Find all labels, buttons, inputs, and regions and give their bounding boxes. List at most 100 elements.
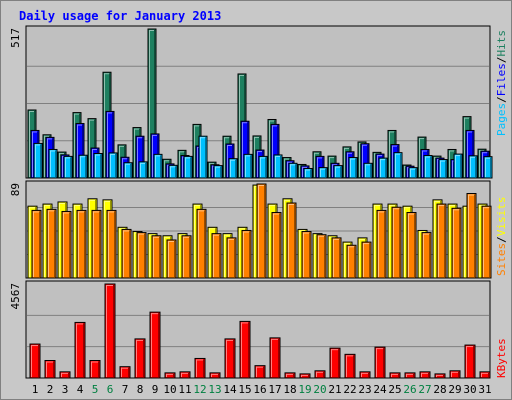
pages-bar xyxy=(438,159,448,179)
x-tick-label: 26 xyxy=(403,383,416,396)
pages-bar xyxy=(378,157,388,179)
y-max-label: 89 xyxy=(9,183,22,196)
x-tick-label: 10 xyxy=(163,383,176,396)
sites-bar xyxy=(406,212,417,279)
legend-top: Pages/Files/Hits xyxy=(495,30,508,136)
x-tick-label: 31 xyxy=(478,383,491,396)
pages-bar xyxy=(153,153,163,179)
legend-sites: Sites xyxy=(495,243,508,276)
pages-bar xyxy=(318,167,328,179)
x-tick-label: 6 xyxy=(107,383,114,396)
pages-bar xyxy=(48,148,58,179)
x-tick-label: 11 xyxy=(178,383,191,396)
pages-bar xyxy=(258,155,268,179)
pages-bar xyxy=(453,153,463,179)
sites-bar xyxy=(226,237,237,279)
kbytes-bar xyxy=(329,347,341,379)
kbytes-bar xyxy=(359,371,371,379)
kbytes-bar xyxy=(479,371,491,379)
x-tick-label: 23 xyxy=(358,383,371,396)
kbytes-bar xyxy=(209,372,221,379)
x-tick-label: 18 xyxy=(283,383,296,396)
sites-bar xyxy=(271,212,282,279)
sites-bar xyxy=(151,235,162,279)
x-tick-label: 30 xyxy=(463,383,476,396)
pages-bar xyxy=(33,142,43,179)
sites-bar xyxy=(391,206,402,279)
kbytes-bar xyxy=(179,371,191,379)
x-tick-label: 14 xyxy=(223,383,237,396)
pages-bar xyxy=(168,164,178,179)
legend-hits: Hits xyxy=(495,30,508,57)
sites-bar xyxy=(466,193,477,279)
x-tick-label: 12 xyxy=(193,383,206,396)
kbytes-bar xyxy=(119,366,131,379)
pages-bar xyxy=(243,153,253,179)
pages-bar xyxy=(123,162,133,179)
y-max-label: 517 xyxy=(9,28,22,48)
sites-bar xyxy=(136,232,147,279)
legend-files: Files xyxy=(495,63,508,96)
sites-bar xyxy=(211,233,222,279)
sites-bar xyxy=(421,232,432,279)
legend-visits: Visits xyxy=(495,197,508,237)
x-tick-label: 13 xyxy=(208,383,221,396)
x-tick-label: 2 xyxy=(47,383,54,396)
pages-bar xyxy=(303,167,313,179)
pages-bar xyxy=(363,162,373,179)
pages-bar xyxy=(138,161,148,179)
pages-bar xyxy=(333,165,343,179)
pages-bar xyxy=(183,155,193,179)
x-tick-label: 27 xyxy=(418,383,431,396)
pages-bar xyxy=(213,165,223,179)
pages-bar xyxy=(348,157,358,179)
pages-bar xyxy=(108,152,118,179)
sites-bar xyxy=(436,203,447,279)
panel-bottom: 4567 xyxy=(9,280,491,379)
kbytes-bar xyxy=(464,344,476,379)
x-tick-label: 19 xyxy=(298,383,311,396)
kbytes-bar xyxy=(239,320,251,379)
x-tick-label: 7 xyxy=(122,383,129,396)
x-tick-label: 25 xyxy=(388,383,401,396)
x-tick-label: 17 xyxy=(268,383,281,396)
pages-bar xyxy=(423,155,433,179)
legend-separator: / xyxy=(495,57,508,64)
sites-bar xyxy=(286,202,297,279)
sites-bar xyxy=(316,234,327,279)
x-tick-label: 1 xyxy=(32,383,39,396)
kbytes-bar xyxy=(194,357,206,379)
sites-bar xyxy=(256,183,267,279)
x-tick-label: 16 xyxy=(253,383,266,396)
kbytes-bar xyxy=(344,353,356,379)
kbytes-bar xyxy=(164,372,176,379)
kbytes-bar xyxy=(44,360,56,379)
pages-bar xyxy=(288,162,298,179)
x-tick-label: 4 xyxy=(77,383,84,396)
kbytes-bar xyxy=(29,343,41,379)
pages-bar xyxy=(468,155,478,179)
x-tick-label: 20 xyxy=(313,383,326,396)
kbytes-bar xyxy=(269,337,281,379)
x-tick-label: 21 xyxy=(328,383,341,396)
sites-bar xyxy=(451,207,462,279)
sites-bar xyxy=(91,209,102,279)
legend-middle: Sites/Visits xyxy=(495,197,508,277)
kbytes-bar xyxy=(404,372,416,379)
kbytes-bar xyxy=(89,360,101,379)
chart-title: Daily usage for January 2013 xyxy=(19,9,222,23)
sites-bar xyxy=(31,209,42,279)
sites-bar xyxy=(331,237,342,279)
x-tick-label: 24 xyxy=(373,383,387,396)
sites-bar xyxy=(106,209,117,279)
x-tick-label: 8 xyxy=(137,383,144,396)
sites-bar xyxy=(376,209,387,279)
x-tick-label: 22 xyxy=(343,383,356,396)
sites-bar xyxy=(301,231,312,279)
kbytes-bar xyxy=(314,370,326,379)
kbytes-bar xyxy=(284,372,296,379)
pages-bar xyxy=(393,152,403,179)
sites-bar xyxy=(76,209,87,279)
x-tick-label: 5 xyxy=(92,383,99,396)
sites-bar xyxy=(481,205,492,279)
